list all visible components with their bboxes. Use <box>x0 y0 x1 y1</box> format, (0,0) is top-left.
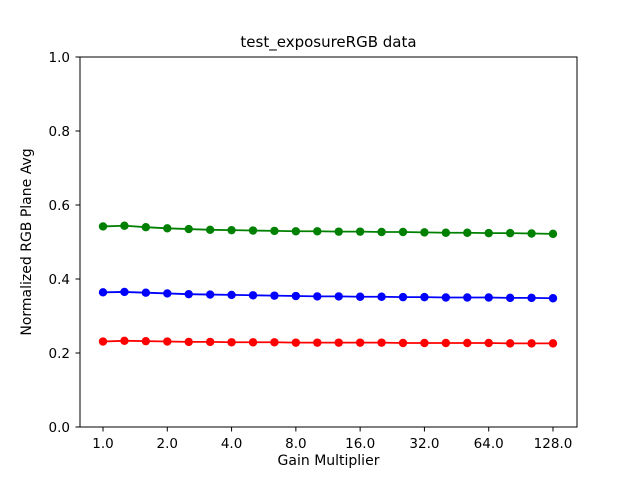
data-point-green-plane <box>377 227 386 237</box>
data-point-blue-plane <box>484 293 493 302</box>
data-point-red-plane <box>463 338 472 348</box>
data-point-red-plane <box>484 338 493 348</box>
data-point-green-plane <box>291 227 301 236</box>
x-tick-label: 1.0 <box>92 436 113 452</box>
data-point-red-plane <box>270 338 279 347</box>
data-point-green-plane <box>355 227 365 236</box>
data-point-red-plane <box>548 339 558 348</box>
data-point-red-plane <box>527 339 536 348</box>
data-point-green-plane <box>205 225 215 234</box>
data-point-green-plane <box>334 227 343 236</box>
data-point-blue-plane <box>527 293 536 303</box>
data-point-red-plane <box>227 338 236 347</box>
data-point-red-plane <box>98 337 108 346</box>
series-line-blue-plane <box>102 291 554 300</box>
data-point-green-plane <box>120 221 129 230</box>
data-point-blue-plane <box>398 292 408 302</box>
y-axis-label: Normalized RGB Plane Avg <box>19 148 35 335</box>
x-tick-label: 64.0 <box>474 436 504 452</box>
series-line-red-plane <box>102 339 553 345</box>
data-point-green-plane <box>248 226 258 235</box>
x-tick-label: 8.0 <box>285 436 306 452</box>
x-tick-label: 128.0 <box>534 436 573 452</box>
x-tick-label: 32.0 <box>409 436 439 452</box>
data-point-blue-plane <box>270 291 279 300</box>
data-point-red-plane <box>441 338 451 348</box>
y-tick-label: 0.6 <box>49 198 70 214</box>
data-point-blue-plane <box>441 293 451 302</box>
data-point-green-plane <box>441 228 451 237</box>
data-point-green-plane <box>398 227 408 237</box>
chart-title: test_exposureRGB data <box>240 33 416 52</box>
data-point-red-plane <box>141 336 151 346</box>
data-point-red-plane <box>398 338 408 348</box>
data-point-green-plane <box>313 227 322 236</box>
data-point-red-plane <box>313 338 322 347</box>
data-point-blue-plane <box>248 291 258 300</box>
data-point-blue-plane <box>291 291 301 301</box>
data-point-green-plane <box>548 229 558 239</box>
data-point-red-plane <box>163 337 172 346</box>
y-tick-label: 0.8 <box>49 124 70 140</box>
data-point-green-plane <box>98 222 108 231</box>
data-point-red-plane <box>377 338 386 347</box>
data-point-red-plane <box>291 338 301 347</box>
data-point-green-plane <box>420 228 429 237</box>
data-point-blue-plane <box>120 287 129 297</box>
y-tick-label: 1.0 <box>49 50 70 66</box>
data-point-green-plane <box>227 225 236 235</box>
y-tick-label: 0.0 <box>49 420 70 436</box>
data-point-green-plane <box>163 224 172 233</box>
data-point-green-plane <box>270 226 279 236</box>
data-point-red-plane <box>505 339 515 348</box>
x-tick-label: 4.0 <box>221 436 242 452</box>
data-point-red-plane <box>184 337 193 347</box>
data-point-green-plane <box>463 228 472 237</box>
data-point-blue-plane <box>548 294 558 303</box>
x-tick-label: 16.0 <box>345 436 375 452</box>
data-point-blue-plane <box>141 288 151 297</box>
data-point-red-plane <box>355 338 365 347</box>
data-point-blue-plane <box>505 293 515 303</box>
data-point-blue-plane <box>377 292 386 301</box>
data-point-green-plane <box>141 223 151 232</box>
data-point-green-plane <box>484 228 493 238</box>
data-point-blue-plane <box>420 292 429 302</box>
data-point-blue-plane <box>163 289 172 298</box>
data-point-blue-plane <box>205 290 215 299</box>
axes-frame <box>79 56 578 428</box>
data-point-green-plane <box>505 228 515 238</box>
data-point-green-plane <box>184 224 193 234</box>
data-point-blue-plane <box>355 292 365 301</box>
data-point-blue-plane <box>227 290 236 300</box>
data-point-blue-plane <box>313 292 322 301</box>
y-tick-label: 0.4 <box>49 272 70 288</box>
data-point-red-plane <box>120 336 129 345</box>
plot-area: 1.0 2.0 4.0 8.0 16.0 32.0 64.0 128.0 0.0 0.2 0.4 0.… <box>49 50 578 452</box>
y-tick-label: 0.2 <box>49 346 70 362</box>
data-point-blue-plane <box>334 292 343 301</box>
data-point-blue-plane <box>98 288 108 297</box>
data-point-green-plane <box>527 229 536 238</box>
data-point-red-plane <box>334 338 343 347</box>
data-point-red-plane <box>420 338 429 348</box>
data-point-blue-plane <box>463 293 472 302</box>
x-tick-label: 2.0 <box>157 436 178 452</box>
data-point-blue-plane <box>184 289 193 299</box>
series-line-green-plane <box>102 224 554 235</box>
data-point-red-plane <box>248 338 258 347</box>
x-axis-label: Gain Multiplier <box>278 453 380 469</box>
data-point-red-plane <box>205 337 215 347</box>
